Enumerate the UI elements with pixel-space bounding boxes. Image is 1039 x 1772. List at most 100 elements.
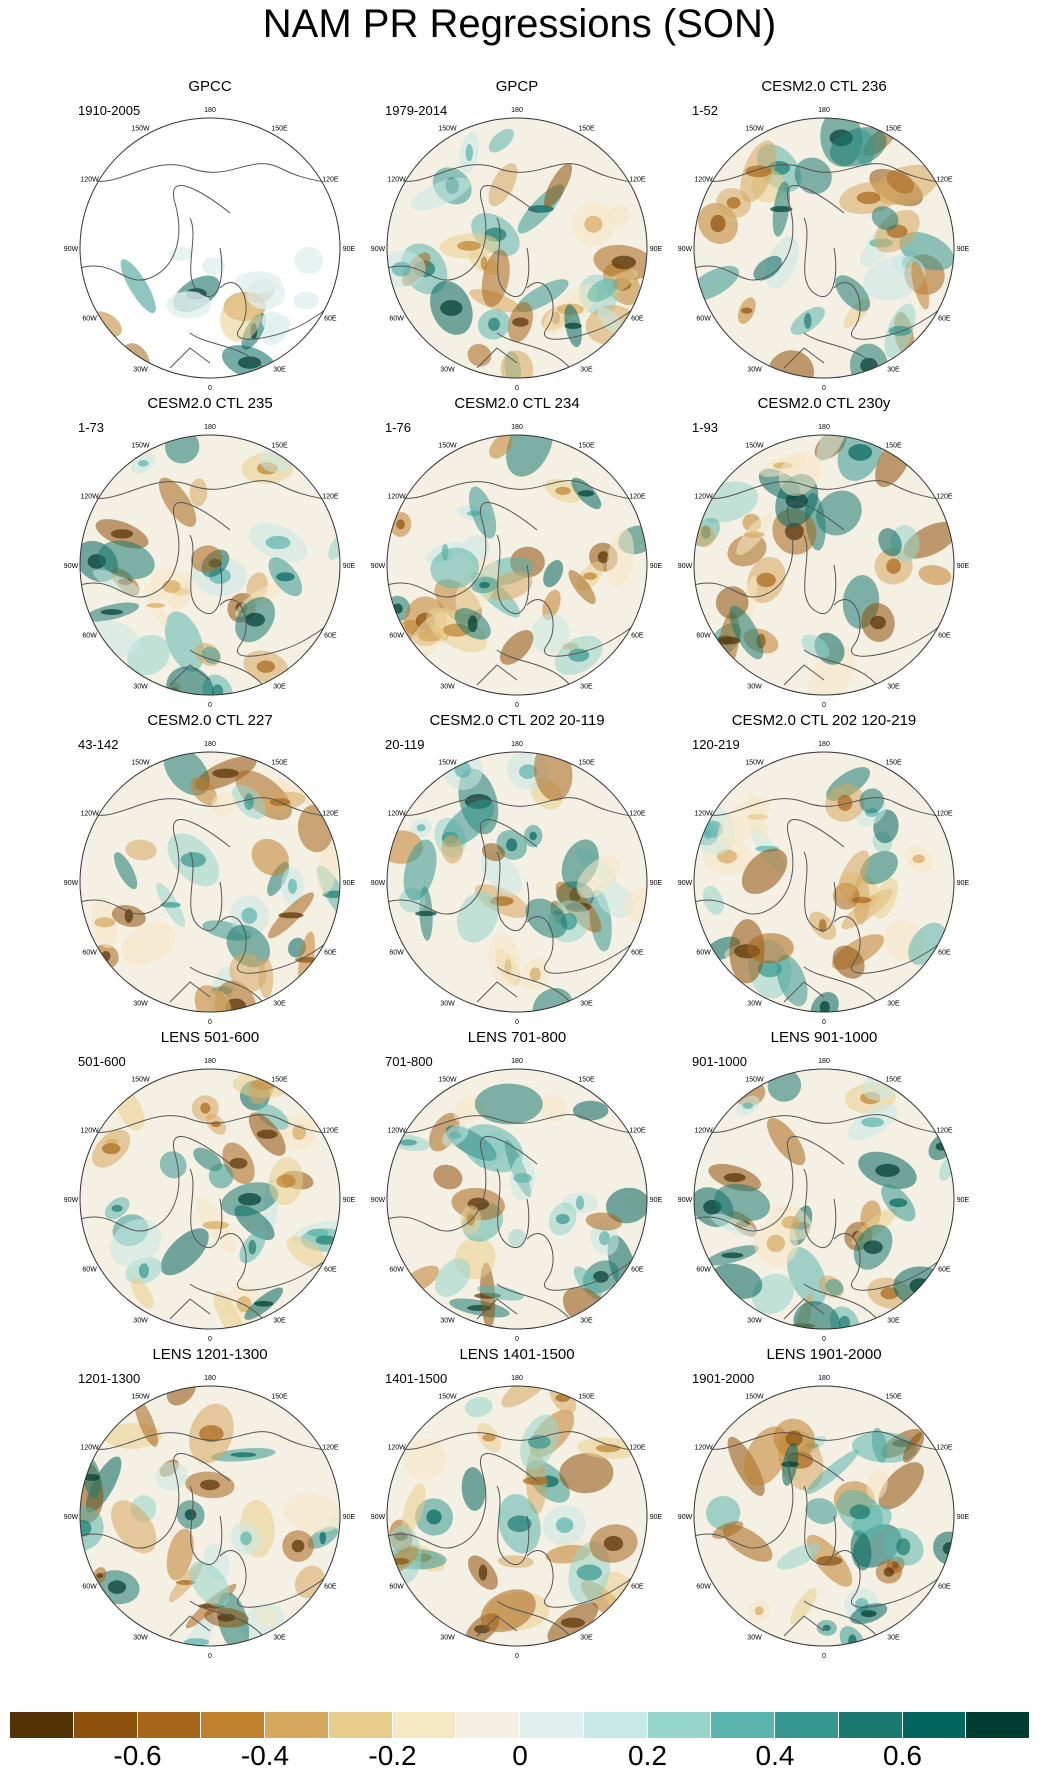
- longitude-label: 60W: [696, 633, 711, 640]
- longitude-label: 60E: [631, 1584, 644, 1591]
- colorbar-cell: [583, 1712, 648, 1738]
- longitude-label: 0: [515, 1019, 519, 1026]
- longitude-label: 150W: [745, 1077, 764, 1084]
- longitude-label: 30W: [133, 366, 148, 373]
- longitude-label: 180: [511, 741, 523, 748]
- longitude-label: 90W: [371, 246, 386, 253]
- longitude-label: 180: [204, 741, 216, 748]
- longitude-label: 90W: [64, 1197, 79, 1204]
- longitude-label: 60W: [389, 950, 404, 957]
- map-panel: LENS 701-800 701-800 180 150E 120E 90E 60E 30E 0…: [367, 1029, 667, 1349]
- panel-period: 701-800: [385, 1054, 433, 1069]
- colorbar-cell: [201, 1712, 265, 1738]
- colorbar-tick-label: 0: [512, 1740, 528, 1771]
- polar-map: 180 150E 120E 90E 60E 30E 0 30W 60W 90W 120W 150W: [371, 1375, 663, 1660]
- longitude-label: 60E: [938, 1267, 951, 1274]
- longitude-label: 30E: [273, 1634, 286, 1641]
- longitude-label: 60W: [696, 1267, 711, 1274]
- longitude-label: 60E: [324, 633, 337, 640]
- colorbar: [10, 1712, 1030, 1738]
- panel-title: CESM2.0 CTL 230y: [757, 395, 891, 412]
- colorbar-cell: [392, 1712, 457, 1738]
- panel-period: 120-219: [692, 737, 740, 752]
- colorbar-tick-label: 0.4: [755, 1740, 795, 1771]
- longitude-label: 90W: [371, 563, 386, 570]
- longitude-label: 30E: [273, 1317, 286, 1324]
- longitude-label: 150E: [578, 126, 595, 133]
- longitude-label: 90E: [343, 880, 356, 887]
- polar-map: 180 150E 120E 90E 60E 30E 0 30W 60W 90W 120W 150W: [371, 424, 663, 709]
- longitude-label: 60W: [389, 1267, 404, 1274]
- panel-period: 1-52: [692, 103, 719, 118]
- longitude-label: 30E: [887, 366, 900, 373]
- longitude-label: 30W: [133, 1000, 148, 1007]
- longitude-label: 150E: [578, 1077, 595, 1084]
- polar-map: 180 150E 120E 90E 60E 30E 0 30W 60W 90W 120W 150W: [678, 741, 970, 1026]
- longitude-label: 150W: [438, 760, 457, 767]
- longitude-label: 180: [818, 424, 830, 431]
- longitude-label: 60W: [389, 633, 404, 640]
- precip-field: [80, 752, 340, 1012]
- longitude-label: 90E: [343, 563, 356, 570]
- polar-map: 180 150E 120E 90E 60E 30E 0 30W 60W 90W 120W 150W: [678, 424, 970, 709]
- precip-field: [80, 435, 340, 695]
- longitude-label: 90E: [343, 1197, 356, 1204]
- colorbar-tick-label: 0.2: [628, 1740, 667, 1771]
- longitude-label: 150E: [271, 760, 288, 767]
- panel-period: 43-142: [78, 737, 119, 752]
- precip-field: [694, 1069, 954, 1329]
- longitude-label: 30W: [440, 683, 455, 690]
- panel-period: 901-1000: [692, 1054, 747, 1069]
- longitude-label: 30E: [580, 366, 593, 373]
- panel-period: 501-600: [78, 1054, 126, 1069]
- longitude-label: 150W: [745, 443, 764, 450]
- longitude-label: 150E: [885, 1077, 902, 1084]
- map-panel: CESM2.0 CTL 202 20-119 20-119 180 150E 120E 9…: [367, 712, 667, 1032]
- longitude-label: 30W: [747, 683, 762, 690]
- longitude-label: 120E: [936, 811, 953, 818]
- polar-map: 180 150E 120E 90E 60E 30E 0 30W 60W 90W 120W 150W: [64, 107, 356, 392]
- colorbar-cell: [265, 1712, 329, 1738]
- colorbar-cell: [328, 1712, 393, 1738]
- longitude-label: 120E: [629, 1445, 646, 1452]
- longitude-label: 30E: [273, 683, 286, 690]
- longitude-label: 30W: [747, 1634, 762, 1641]
- longitude-label: 30W: [133, 1634, 148, 1641]
- panel-title: LENS 501-600: [160, 1029, 260, 1046]
- precip-field: [387, 1386, 647, 1646]
- longitude-label: 90E: [343, 246, 356, 253]
- map-panel: LENS 1401-1500 1401-1500 180 150E 120E 90E 60E…: [367, 1346, 667, 1666]
- longitude-label: 120W: [80, 177, 99, 184]
- precip-field: [387, 435, 647, 695]
- longitude-label: 30E: [580, 1000, 593, 1007]
- longitude-label: 150E: [271, 1394, 288, 1401]
- map-panel: CESM2.0 CTL 235 1-73 180 150E 120E 90E 60E 30E 0…: [60, 395, 360, 715]
- colorbar-cell: [647, 1712, 712, 1738]
- polar-map: 180 150E 120E 90E 60E 30E 0 30W 60W 90W 120W 150W: [371, 741, 663, 1026]
- polar-map: 180 150E 120E 90E 60E 30E 0 30W 60W 90W 120W 150W: [678, 1058, 970, 1343]
- panel-period: 1-93: [692, 420, 719, 435]
- panel-title: CESM2.0 CTL 202 20-119: [429, 712, 605, 729]
- panel-period: 1910-2005: [78, 103, 141, 118]
- longitude-label: 60W: [389, 316, 404, 323]
- longitude-label: 90W: [64, 880, 79, 887]
- longitude-label: 120E: [322, 811, 339, 818]
- longitude-label: 0: [208, 1019, 212, 1026]
- longitude-label: 0: [208, 702, 212, 709]
- polar-map: 180 150E 120E 90E 60E 30E 0 30W 60W 90W 120W 150W: [371, 1058, 663, 1343]
- longitude-label: 120E: [629, 811, 646, 818]
- longitude-label: 90W: [371, 1197, 386, 1204]
- longitude-label: 90W: [64, 563, 79, 570]
- colorbar-tick-label: 0.6: [883, 1740, 922, 1771]
- longitude-label: 30E: [580, 1317, 593, 1324]
- panel-period: 1401-1500: [385, 1371, 448, 1386]
- precip-field: [694, 435, 954, 695]
- longitude-label: 180: [818, 1058, 830, 1065]
- longitude-label: 150W: [745, 1394, 764, 1401]
- longitude-label: 60W: [82, 1267, 97, 1274]
- polar-map: 180 150E 120E 90E 60E 30E 0 30W 60W 90W 120W 150W: [64, 424, 356, 709]
- colorbar-cell: [775, 1712, 839, 1738]
- panel-title: LENS 1901-2000: [766, 1346, 882, 1363]
- longitude-label: 120E: [322, 1445, 339, 1452]
- precip-field: [387, 118, 647, 378]
